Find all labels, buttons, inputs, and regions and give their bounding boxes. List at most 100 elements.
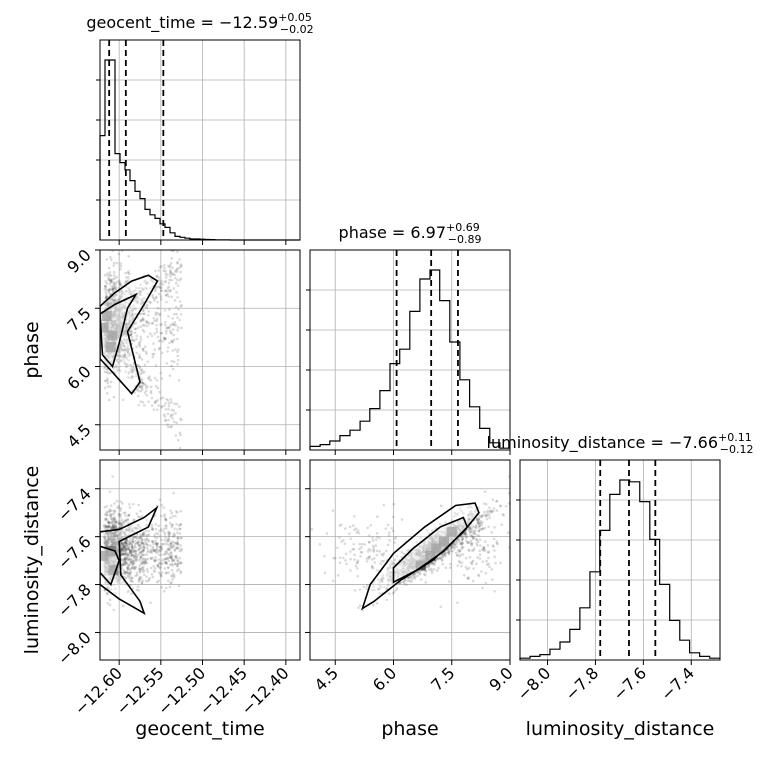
sample-point — [164, 550, 167, 554]
sample-point — [104, 339, 108, 343]
sample-point — [336, 574, 340, 577]
sample-point — [120, 321, 123, 325]
sample-point — [119, 525, 122, 529]
sample-point — [152, 569, 156, 572]
sample-point — [136, 554, 140, 557]
sample-point — [104, 339, 108, 342]
sample-point — [175, 547, 178, 551]
sample-point — [168, 544, 172, 547]
sample-point — [106, 560, 110, 564]
sample-point — [126, 350, 130, 354]
sample-point — [348, 525, 352, 529]
sample-point — [118, 317, 122, 320]
sample-point — [171, 266, 174, 270]
sample-point — [173, 270, 177, 273]
sample-point — [124, 548, 127, 552]
sample-point — [131, 371, 135, 375]
sample-point — [128, 311, 131, 315]
sample-point — [160, 547, 164, 551]
sample-point — [179, 544, 182, 547]
sample-point — [139, 302, 143, 306]
sample-point — [110, 322, 114, 325]
sample-point — [358, 542, 361, 546]
sample-point — [164, 272, 168, 276]
sample-point — [137, 403, 141, 407]
sample-point — [176, 316, 179, 319]
sample-point — [104, 560, 107, 564]
sample-point — [112, 542, 115, 546]
sample-point — [107, 561, 111, 565]
sample-point — [109, 320, 112, 324]
sample-point — [156, 300, 159, 304]
sample-point — [483, 540, 487, 543]
sample-point — [122, 349, 126, 352]
sample-point — [167, 537, 170, 541]
sample-point — [112, 540, 115, 544]
sample-point — [142, 300, 145, 304]
sample-point — [112, 525, 115, 529]
sample-point — [166, 566, 170, 570]
sample-point — [143, 538, 146, 541]
sample-point — [115, 323, 118, 327]
sample-point — [107, 521, 110, 525]
ytick-label-phase: 9.0 — [63, 245, 94, 276]
sample-point — [110, 534, 114, 538]
sample-point — [110, 537, 113, 541]
sample-point — [107, 540, 111, 544]
sample-point — [112, 511, 116, 515]
sample-point — [137, 541, 140, 544]
sample-point — [439, 605, 443, 609]
sample-point — [109, 533, 113, 536]
sample-point — [118, 316, 121, 320]
sample-point — [132, 546, 135, 550]
sample-point — [167, 407, 170, 411]
sample-point — [139, 546, 143, 550]
sample-point — [132, 314, 135, 317]
sample-point — [144, 286, 148, 290]
sample-point — [110, 539, 113, 543]
sample-point — [143, 324, 146, 327]
panel-frame — [99, 459, 301, 661]
sample-point — [123, 552, 127, 556]
sample-point — [174, 514, 177, 518]
sample-point — [109, 532, 113, 536]
sample-point — [116, 579, 119, 582]
sample-point — [106, 533, 109, 536]
sample-point — [129, 367, 133, 371]
sample-point — [132, 562, 135, 566]
sample-point — [151, 280, 155, 284]
sample-point — [125, 365, 129, 369]
sample-point — [114, 322, 117, 326]
sample-point — [158, 390, 161, 394]
sample-point — [106, 520, 110, 524]
sample-point — [143, 363, 147, 367]
sample-point — [135, 573, 139, 577]
sample-point — [424, 570, 428, 573]
sample-point — [141, 562, 145, 565]
sample-point — [457, 550, 461, 554]
sample-point — [167, 579, 170, 583]
sample-point — [176, 531, 179, 535]
sample-point — [124, 576, 128, 580]
sample-point — [494, 561, 497, 565]
sample-point — [112, 532, 115, 535]
sample-point — [163, 538, 167, 542]
sample-point — [143, 382, 146, 386]
sample-point — [119, 509, 122, 512]
sample-point — [147, 529, 150, 533]
sample-point — [138, 567, 142, 571]
sample-point — [110, 526, 113, 529]
sample-point — [105, 560, 109, 564]
sample-point — [113, 556, 117, 559]
sample-point — [385, 598, 389, 602]
sample-point — [435, 540, 439, 543]
sample-point — [176, 536, 179, 540]
sample-point — [105, 504, 109, 508]
sample-point — [172, 558, 176, 562]
sample-point — [113, 310, 116, 313]
sample-point — [140, 381, 144, 384]
sample-point — [132, 550, 136, 553]
sample-point — [166, 423, 169, 426]
sample-point — [156, 541, 159, 545]
sample-point — [145, 306, 149, 310]
